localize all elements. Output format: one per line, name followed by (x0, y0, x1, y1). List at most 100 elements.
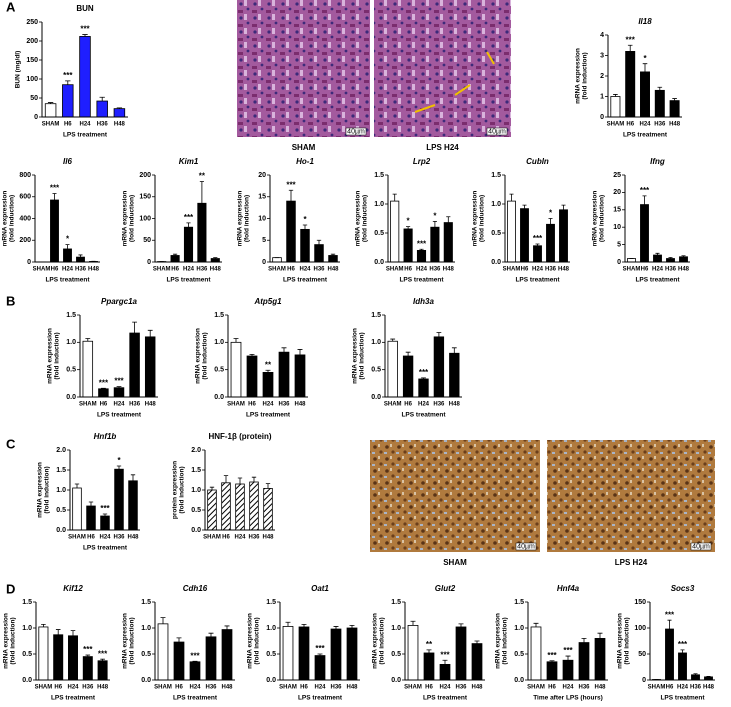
bar (314, 655, 326, 681)
error-bar (209, 486, 215, 490)
y-axis-label: (fold induction) (379, 617, 386, 664)
bar (114, 468, 124, 531)
x-tick-label: H24 (99, 535, 111, 541)
y-tick-label: 0.5 (374, 230, 384, 237)
y-axis-label: mRNA expression (2, 191, 9, 247)
significance: *** (184, 213, 194, 222)
bar (416, 249, 427, 263)
x-axis-label: LPS treatment (63, 132, 108, 139)
error-bar (681, 255, 686, 257)
bar (594, 638, 606, 681)
x-tick-label: H6 (666, 685, 674, 691)
x-tick-label: H36 (433, 402, 445, 408)
x-tick-label: SHAM (503, 267, 521, 273)
y-axis-label: (fold induction) (254, 617, 261, 664)
bar (272, 257, 282, 263)
image-caption: LPS H24 (426, 143, 459, 152)
x-tick-label: H6 (171, 267, 179, 273)
error-bar (446, 216, 451, 223)
bar-chart: Hnf1b mRNA expression (fold induction) LPS … (37, 432, 140, 552)
bar (433, 336, 445, 398)
y-axis-label: mRNA expression (355, 191, 362, 247)
bar (578, 642, 590, 681)
bar (79, 36, 91, 118)
bar (443, 222, 453, 263)
y-tick-label: 0 (600, 114, 604, 121)
scale-box (515, 542, 537, 551)
error-bar (173, 253, 178, 256)
x-tick-label: H48 (97, 685, 109, 691)
error-bar (251, 476, 257, 482)
error-bar (176, 637, 182, 643)
x-tick-label: SHAM (68, 535, 86, 541)
y-axis-label: (fold induction) (54, 332, 61, 379)
y-axis-label: (fold induction) (502, 617, 509, 664)
x-tick-label: H36 (330, 685, 342, 691)
x-tick-label: SHAM (153, 267, 171, 273)
y-tick-label: 200 (19, 237, 31, 244)
micrograph (370, 440, 540, 552)
bar-chart: Ho-1 mRNA expression (fold induction) LPS t… (237, 157, 340, 284)
x-tick-label: H36 (205, 685, 217, 691)
bar (449, 352, 460, 398)
x-tick-label: H48 (703, 685, 715, 691)
bar (96, 100, 108, 118)
bar (640, 204, 649, 263)
axes (387, 175, 455, 263)
y-tick-label: 0 (262, 259, 266, 266)
x-tick-label: H6 (300, 685, 308, 691)
y-axis-label: (fold induction) (9, 195, 16, 242)
y-axis-label: (fold induction) (244, 195, 251, 242)
error-bar (706, 675, 711, 677)
x-tick-label: H48 (127, 535, 139, 541)
error-bar (47, 102, 54, 104)
y-tick-label: 0.0 (66, 394, 76, 401)
y-tick-label: 1.0 (141, 625, 151, 632)
micrographs (237, 0, 715, 552)
bar (98, 388, 109, 398)
bar (282, 626, 294, 681)
axes (527, 602, 608, 681)
scale-box (345, 127, 367, 136)
y-tick-label: 3 (600, 52, 604, 59)
x-tick-label: SHAM (79, 402, 97, 408)
y-tick-label: 0.5 (56, 507, 66, 514)
y-tick-label: 0 (27, 259, 31, 266)
significance: * (433, 212, 437, 221)
chart-title: Socs3 (671, 584, 695, 593)
x-tick-label: H36 (429, 267, 441, 273)
y-tick-label: 1.5 (141, 599, 151, 606)
x-tick-label: SHAM (42, 122, 60, 128)
x-tick-label: H6 (222, 535, 230, 541)
error-bar (192, 660, 198, 662)
bar (625, 51, 636, 118)
error-bar (655, 252, 660, 256)
error-bar (613, 94, 618, 97)
bar-chart: Glut2 mRNA expression (fold induction) LPS … (372, 584, 485, 702)
x-tick-label: SHAM (386, 267, 404, 273)
y-axis-label: mRNA expression (372, 613, 379, 669)
x-tick-label: H6 (641, 267, 649, 273)
x-axis-label: LPS treatment (660, 695, 705, 702)
y-tick-label: 2.0 (56, 447, 66, 454)
x-axis-label: LPS treatment (401, 412, 446, 419)
bar-chart: Ifng mRNA expression (fold induction) LPS t… (592, 157, 690, 284)
error-bar (316, 239, 322, 245)
error-bar (265, 369, 271, 373)
significance: *** (678, 640, 688, 649)
x-tick-label: H24 (416, 267, 428, 273)
x-tick-label: H24 (532, 267, 544, 273)
bar (157, 623, 169, 681)
bar (533, 245, 542, 263)
y-tick-label: 0.5 (514, 651, 524, 658)
error-bar (642, 63, 648, 72)
y-tick-label: 1.0 (266, 625, 276, 632)
x-axis-label: LPS treatment (283, 277, 328, 284)
bar (439, 664, 451, 681)
bar (100, 515, 110, 531)
error-bar (41, 623, 46, 627)
x-tick-label: H6 (175, 685, 183, 691)
error-bar (116, 465, 122, 470)
chart-title: Ppargc1a (101, 297, 138, 306)
chart-title: Kim1 (179, 157, 199, 166)
